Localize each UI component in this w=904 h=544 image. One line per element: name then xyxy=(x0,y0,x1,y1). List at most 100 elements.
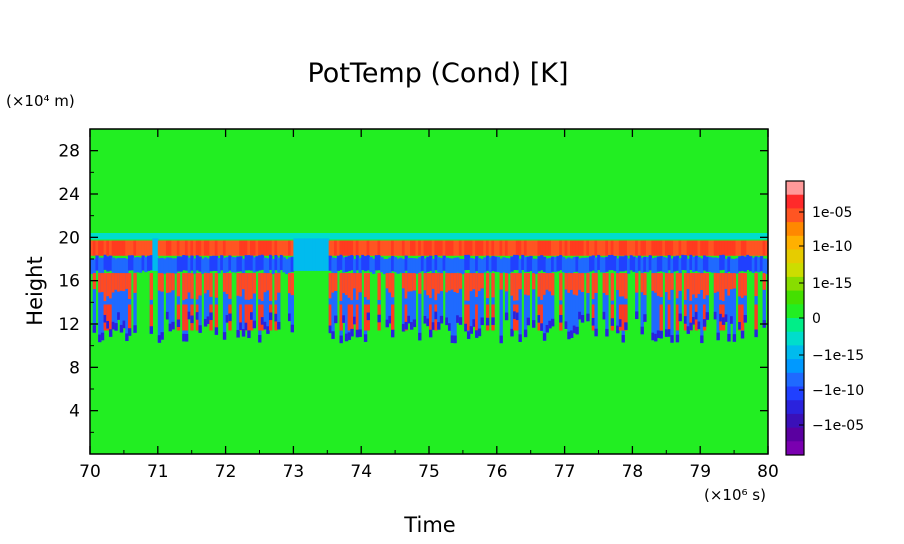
heat-cell xyxy=(697,321,701,330)
heat-cell xyxy=(597,254,601,271)
heat-cell xyxy=(410,322,414,330)
heat-cell xyxy=(353,240,357,256)
heat-cell xyxy=(678,273,682,322)
heat-cell xyxy=(334,258,338,274)
heat-cell xyxy=(225,273,229,295)
heat-cell xyxy=(610,240,615,256)
heat-cell xyxy=(559,254,563,271)
heat-cell xyxy=(239,304,243,331)
heat-cell xyxy=(125,273,129,342)
heat-cell xyxy=(377,273,381,300)
heat-cell xyxy=(523,256,528,273)
heat-cell xyxy=(358,273,362,293)
heat-cell xyxy=(250,255,254,271)
heat-cell xyxy=(678,258,682,274)
heat-cell xyxy=(757,240,761,256)
heat-cell xyxy=(312,238,316,271)
heat-cell xyxy=(540,323,544,331)
heat-cell xyxy=(700,273,704,290)
heat-cell xyxy=(618,256,623,272)
heat-cell xyxy=(195,255,200,271)
heat-cell xyxy=(662,240,666,256)
heat-cell xyxy=(388,273,392,324)
heat-cell xyxy=(301,238,305,271)
heat-cell xyxy=(496,256,501,273)
heat-cell xyxy=(165,273,170,320)
heat-cell xyxy=(287,313,292,322)
heat-cell xyxy=(659,240,663,256)
heat-cell xyxy=(176,273,181,297)
heat-cell xyxy=(765,258,768,274)
heat-cell xyxy=(252,273,257,329)
y-tick-label: 4 xyxy=(69,402,80,422)
heat-cell xyxy=(342,273,346,294)
colorbar-swatch xyxy=(786,318,804,333)
heat-cell xyxy=(743,273,747,296)
heat-cell xyxy=(740,330,745,339)
heat-cell xyxy=(624,273,628,299)
heat-cell xyxy=(252,240,257,256)
heat-cell xyxy=(171,258,175,274)
heat-cell xyxy=(304,238,308,271)
heat-cell xyxy=(713,257,718,273)
heat-cell xyxy=(542,240,547,256)
heat-cell xyxy=(491,273,495,325)
heat-cell xyxy=(621,304,625,331)
heat-cell xyxy=(594,257,598,273)
heat-cell xyxy=(353,273,357,325)
heat-cell xyxy=(325,238,330,271)
heat-cell xyxy=(369,240,373,256)
heat-cell xyxy=(279,240,284,256)
heat-cell xyxy=(114,273,118,331)
heat-cell xyxy=(624,240,628,256)
heat-cell xyxy=(415,258,419,274)
heat-cell xyxy=(575,273,579,296)
heat-cell xyxy=(683,273,688,300)
heat-cell xyxy=(347,332,351,340)
heat-cell xyxy=(347,304,351,331)
heat-cell xyxy=(277,273,281,330)
heat-cell xyxy=(702,304,707,331)
heat-cell xyxy=(570,273,574,338)
heat-cell xyxy=(637,240,642,256)
heat-cell xyxy=(355,329,360,338)
heat-cell xyxy=(244,273,248,300)
heat-cell xyxy=(719,313,723,322)
heat-cell xyxy=(705,273,709,320)
plot-area xyxy=(89,128,769,455)
heat-cell xyxy=(426,318,430,327)
heat-cell xyxy=(453,335,457,344)
heat-cell xyxy=(721,273,726,302)
heat-cell xyxy=(616,325,620,334)
heat-cell xyxy=(466,304,471,331)
heat-cell xyxy=(201,240,205,256)
heat-cell xyxy=(195,273,200,300)
colorbar-swatch xyxy=(786,194,804,209)
heat-cell xyxy=(358,329,362,337)
heat-cell xyxy=(738,240,742,256)
heat-cell xyxy=(179,240,183,256)
heat-cell xyxy=(591,317,596,326)
heat-cell xyxy=(716,332,720,341)
heat-cell xyxy=(564,240,568,256)
heat-cell xyxy=(610,318,615,326)
heat-cell xyxy=(423,240,427,256)
heat-cell xyxy=(678,313,682,322)
y-tick-label: 24 xyxy=(58,185,80,205)
heat-cell xyxy=(754,273,758,297)
heat-cell xyxy=(445,273,449,293)
heat-cell xyxy=(664,240,669,256)
heat-cell xyxy=(315,238,319,271)
heat-cell xyxy=(252,257,257,273)
colorbar-swatch xyxy=(786,441,804,456)
heat-cell xyxy=(108,304,113,331)
heat-cell xyxy=(247,330,251,339)
heat-cell xyxy=(225,273,229,323)
heat-cell xyxy=(266,258,270,274)
heat-cell xyxy=(209,256,213,272)
band-halo xyxy=(90,233,768,240)
heat-cell xyxy=(331,240,335,256)
heat-cell xyxy=(447,323,452,331)
heat-cell xyxy=(477,328,482,337)
heat-cell xyxy=(635,273,639,293)
